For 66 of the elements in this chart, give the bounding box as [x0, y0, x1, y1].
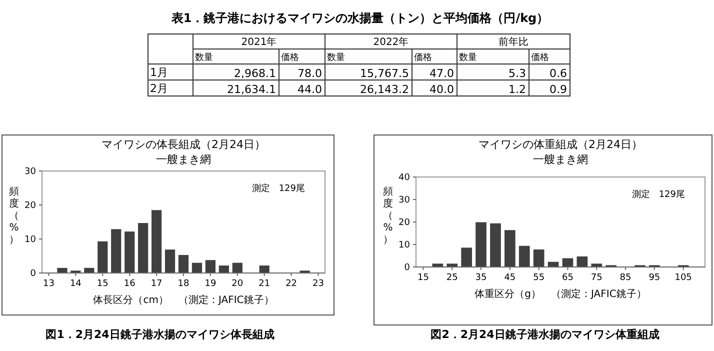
category-label: 1月 [150, 66, 168, 79]
x-tick-label: 21 [258, 279, 270, 289]
x-tick-label: 15 [96, 279, 108, 289]
text: 2021年 [241, 36, 277, 48]
category-label: 価格 [414, 52, 432, 63]
text: 47.0 [430, 67, 454, 80]
x-tick-label: 105 [674, 273, 692, 283]
x-axis-title: 体重区分（g） （測定：JAFIC銚子） [474, 288, 646, 300]
y-tick-label: 0 [404, 263, 410, 273]
text: 0.6 [550, 67, 567, 80]
y-tick-label: 0 [30, 269, 36, 279]
x-tick-label: 65 [562, 273, 574, 283]
text: 21,634.1 [227, 83, 276, 96]
annotation: 測定 129尾 [632, 189, 685, 200]
y-tick-label: 30 [398, 196, 410, 206]
text: 前年比 [498, 36, 528, 48]
x-tick-label: 16 [124, 279, 136, 289]
text: 26,143.2 [360, 83, 409, 96]
x-tick-label: 18 [178, 279, 190, 289]
chart-subtitle: 一艘まき網 [533, 153, 588, 166]
category-label: 価格 [531, 52, 549, 63]
y-tick-label: 40 [398, 173, 410, 183]
x-tick-label: 17 [150, 279, 162, 289]
y-tick-label: 10 [398, 240, 410, 250]
x-tick-label: 25 [446, 273, 458, 283]
text: 0.9 [550, 83, 567, 96]
text: 44.0 [298, 83, 322, 96]
category-label: 数量 [459, 52, 477, 63]
category-label: 数量 [327, 52, 345, 63]
caption: 図1．2月24日銚子港水揚のマイワシ体長組成 [46, 328, 274, 341]
chart-title: マイワシの体長組成（2月24日） [102, 138, 266, 151]
y-tick-label: 20 [398, 218, 410, 228]
x-tick-label: 15 [418, 273, 429, 283]
text: 1.2 [508, 83, 526, 96]
y-tick-label: 20 [24, 201, 36, 211]
x-axis-title: 体長区分（cm） （測定：JAFIC銚子） [93, 294, 274, 306]
category-label: 価格 [281, 52, 299, 63]
annotation: 測定 129尾 [252, 183, 305, 194]
x-tick-label: 55 [533, 273, 545, 283]
caption: 図2．2月24日銚子港水揚のマイワシ体重組成 [430, 328, 660, 341]
text: 2,968.1 [234, 67, 276, 80]
chart-title: マイワシの体重組成（2月24日） [478, 138, 642, 151]
y-tick-label: 10 [24, 235, 36, 245]
x-tick-label: 85 [620, 273, 632, 283]
category-label: 2月 [150, 82, 168, 95]
chart-subtitle: 一艘まき網 [156, 153, 211, 166]
text: 15,767.5 [360, 67, 409, 80]
text: 5.3 [508, 67, 526, 80]
x-tick-label: 23 [312, 279, 324, 289]
text: 78.0 [298, 67, 322, 80]
y-axis-title: 頻度（%） [9, 186, 19, 246]
y-axis-title: 頻度（%） [383, 186, 393, 246]
category-label: 数量 [195, 52, 213, 63]
text: 40.0 [430, 83, 454, 96]
x-tick-label: 22 [286, 279, 298, 289]
x-tick-label: 35 [475, 273, 487, 283]
text: 表1．銚子港におけるマイワシの水揚量（トン）と平均価格（円/kg） [170, 11, 549, 25]
x-tick-label: 20 [232, 279, 244, 289]
text: 2022年 [373, 36, 409, 48]
y-tick-label: 30 [24, 167, 36, 177]
x-tick-label: 13 [43, 279, 54, 289]
x-tick-label: 45 [504, 273, 516, 283]
x-tick-label: 95 [648, 273, 660, 283]
x-tick-label: 14 [70, 279, 82, 289]
x-tick-label: 75 [590, 273, 602, 283]
x-tick-label: 19 [204, 279, 216, 289]
